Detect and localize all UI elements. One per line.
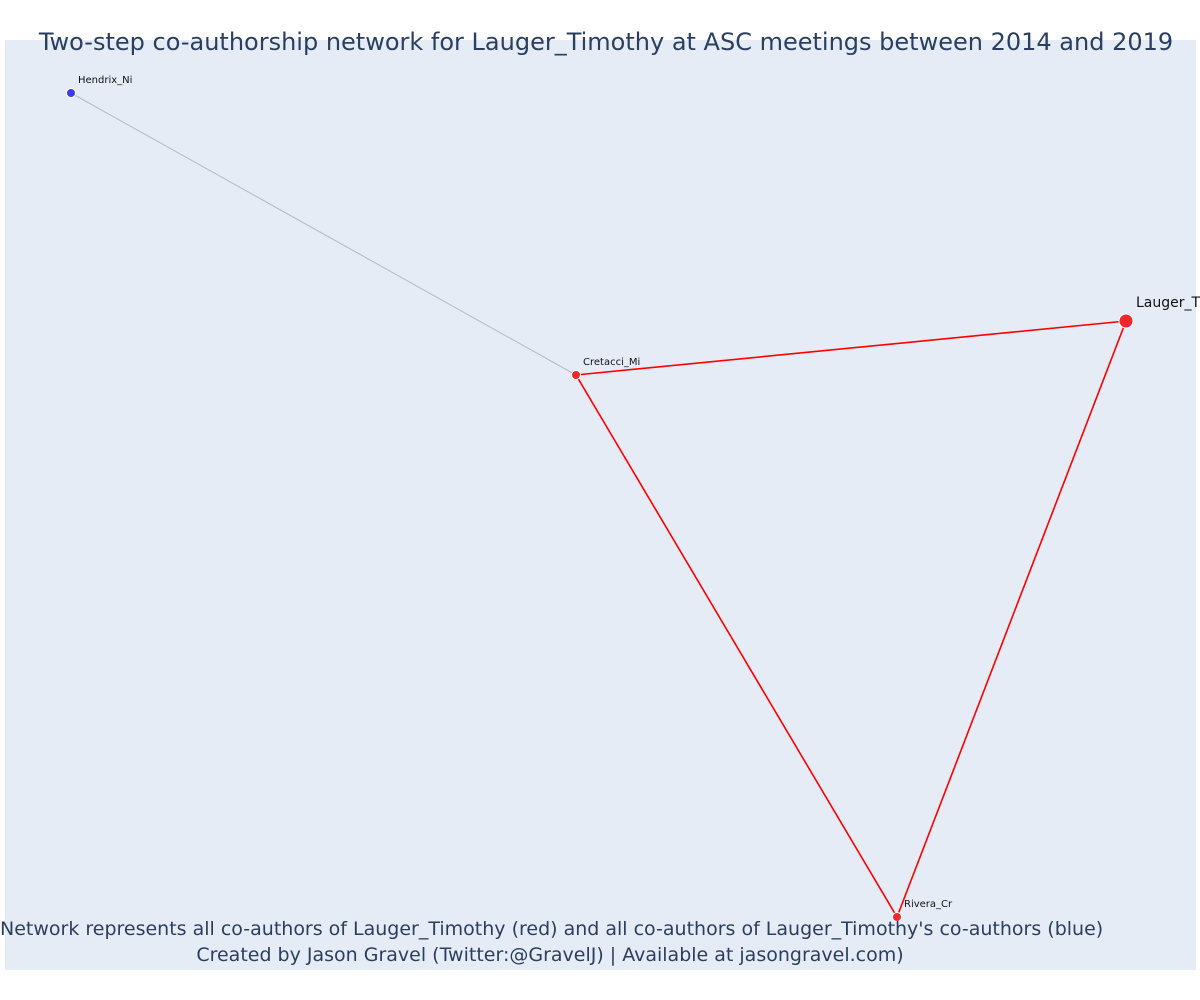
node-rivera-cr[interactable]	[892, 912, 902, 922]
node-lauger-t[interactable]	[1118, 313, 1134, 329]
edge-cretacci-mi-rivera-cr	[575, 374, 898, 918]
node-labels: Lauger_T Cretacci_Mi Rivera_Cr Hendrix_Ni	[78, 75, 1200, 910]
node-label-hendrix-ni: Hendrix_Ni	[78, 75, 132, 86]
edge-hendrix-ni-cretacci-mi	[70, 92, 577, 376]
nodes	[66, 88, 1134, 922]
caption-line-1: Network represents all co-authors of Lau…	[0, 918, 1104, 940]
node-cretacci-mi[interactable]	[571, 370, 581, 380]
edge-cretacci-mi-lauger-t	[575, 320, 1127, 376]
node-label-rivera-cr: Rivera_Cr	[904, 899, 953, 910]
edge-lauger-t-rivera-cr	[896, 320, 1127, 918]
caption-line-2: Created by Jason Gravel (Twitter:@Gravel…	[196, 944, 904, 966]
chart-title: Two-step co-authorship network for Lauge…	[38, 28, 1174, 56]
node-hendrix-ni[interactable]	[66, 88, 76, 98]
plot-area	[5, 40, 1196, 970]
node-label-lauger-t: Lauger_T	[1136, 295, 1200, 311]
node-label-cretacci-mi: Cretacci_Mi	[583, 357, 640, 368]
edges	[70, 92, 1127, 918]
